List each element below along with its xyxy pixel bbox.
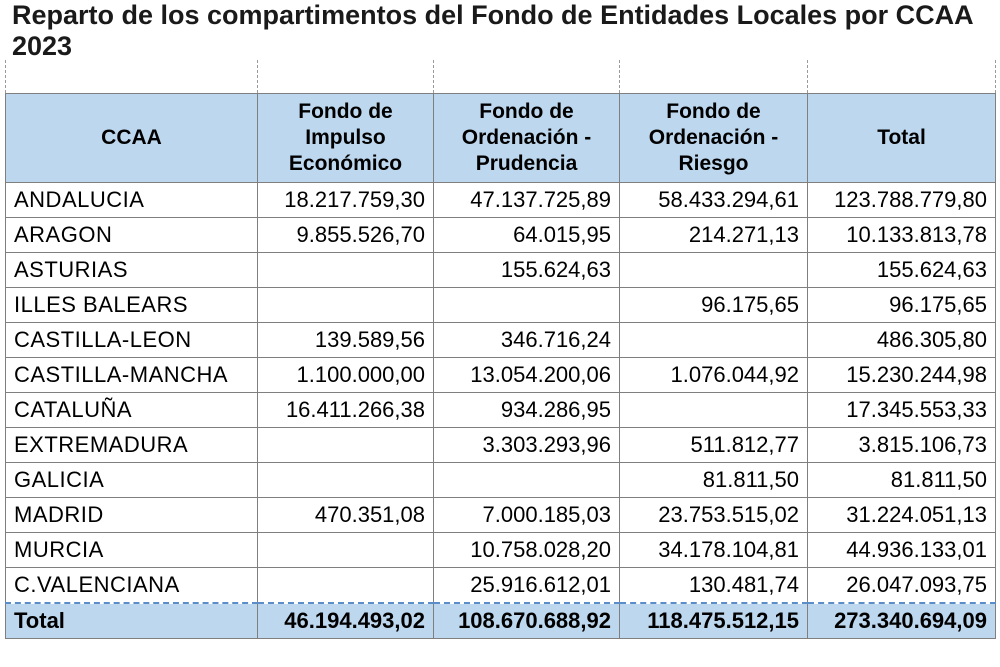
cell-ccaa: MADRID [5,497,258,533]
cell-riesgo: 81.811,50 [619,462,808,498]
total-prudencia: 108.670.688,92 [433,602,620,639]
cell-ccaa: CATALUÑA [5,392,258,428]
table-row: EXTREMADURA 3.303.293,96 511.812,77 3.815.1… [5,427,996,463]
cell-riesgo: 58.433.294,61 [619,182,808,218]
cell-riesgo: 130.481,74 [619,567,808,604]
cell-impulso [257,427,434,463]
cell-total: 3.815.106,73 [807,427,996,463]
cell-impulso [257,567,434,604]
cell-riesgo: 511.812,77 [619,427,808,463]
total-riesgo: 118.475.512,15 [619,602,808,639]
cell-riesgo [619,252,808,288]
cell-ccaa: ARAGON [5,217,258,253]
cell-prudencia: 346.716,24 [433,322,620,358]
header-row: CCAA Fondo de Impulso Económico Fondo de… [5,93,996,183]
table-row: CASTILLA-LEON 139.589,56 346.716,24 486.305… [5,322,996,358]
cell-prudencia: 10.758.028,20 [433,532,620,568]
table-row: ILLES BALEARS 96.175,65 96.175,65 [5,287,996,323]
cell-total: 10.133.813,78 [807,217,996,253]
page-title: Reparto de los compartimentos del Fondo … [12,0,973,61]
cell-ccaa: GALICIA [5,462,258,498]
cell-total: 15.230.244,98 [807,357,996,393]
cell-riesgo: 96.175,65 [619,287,808,323]
table-row: ANDALUCIA 18.217.759,30 47.137.725,89 58.43… [5,182,996,218]
cell-prudencia: 64.015,95 [433,217,620,253]
cell-ccaa: ASTURIAS [5,252,258,288]
cell-prudencia: 3.303.293,96 [433,427,620,463]
header-riesgo: Fondo de Ordenación - Riesgo [619,93,808,183]
cell-ccaa: MURCIA [5,532,258,568]
cell-prudencia [433,462,620,498]
cell-riesgo [619,322,808,358]
cell-impulso [257,287,434,323]
cell-impulso: 1.100.000,00 [257,357,434,393]
cell-riesgo: 34.178.104,81 [619,532,808,568]
cell-impulso: 18.217.759,30 [257,182,434,218]
cell-total: 17.345.553,33 [807,392,996,428]
table-row: CASTILLA-MANCHA 1.100.000,00 13.054.200,06… [5,357,996,393]
table-row: MURCIA 10.758.028,20 34.178.104,81 44.936.1… [5,532,996,568]
cell-ccaa: ILLES BALEARS [5,287,258,323]
cell-ccaa: CASTILLA-MANCHA [5,357,258,393]
header-impulso: Fondo de Impulso Económico [257,93,434,183]
data-table: CCAA Fondo de Impulso Económico Fondo de… [5,60,996,639]
cell-total: 44.936.133,01 [807,532,996,568]
header-prudencia: Fondo de Ordenación - Prudencia [433,93,620,183]
cell-ccaa: EXTREMADURA [5,427,258,463]
header-total: Total [807,93,996,183]
cell-total: 123.788.779,80 [807,182,996,218]
cell-impulso: 139.589,56 [257,322,434,358]
cell-total: 96.175,65 [807,287,996,323]
cell-prudencia: 7.000.185,03 [433,497,620,533]
cell-prudencia [433,287,620,323]
table-row: ARAGON 9.855.526,70 64.015,95 214.271,13 10.… [5,217,996,253]
cell-riesgo: 214.271,13 [619,217,808,253]
cell-impulso: 470.351,08 [257,497,434,533]
cell-total: 31.224.051,13 [807,497,996,533]
cell-total: 486.305,80 [807,322,996,358]
cell-riesgo [619,392,808,428]
cell-impulso [257,252,434,288]
cell-ccaa: CASTILLA-LEON [5,322,258,358]
cell-impulso: 16.411.266,38 [257,392,434,428]
cell-impulso: 9.855.526,70 [257,217,434,253]
cell-impulso [257,462,434,498]
table-row: CATALUÑA 16.411.266,38 934.286,95 17.345.55… [5,392,996,428]
total-label: Total [5,602,258,639]
cell-riesgo: 23.753.515,02 [619,497,808,533]
total-total: 273.340.694,09 [807,602,996,639]
totals-row: Total 46.194.493,02 108.670.688,92 118.475.… [5,602,996,639]
cell-impulso [257,532,434,568]
cell-ccaa: C.VALENCIANA [5,567,258,604]
cell-total: 26.047.093,75 [807,567,996,604]
table-row: C.VALENCIANA 25.916.612,01 130.481,74 26.04… [5,567,996,604]
cell-prudencia: 47.137.725,89 [433,182,620,218]
cell-ccaa: ANDALUCIA [5,182,258,218]
spacer-row [5,60,996,94]
table-row: MADRID 470.351,08 7.000.185,03 23.753.515,0… [5,497,996,533]
cell-prudencia: 25.916.612,01 [433,567,620,604]
cell-prudencia: 155.624,63 [433,252,620,288]
total-impulso: 46.194.493,02 [257,602,434,639]
cell-prudencia: 934.286,95 [433,392,620,428]
table-row: ASTURIAS 155.624,63 155.624,63 [5,252,996,288]
cell-riesgo: 1.076.044,92 [619,357,808,393]
cell-prudencia: 13.054.200,06 [433,357,620,393]
cell-total: 155.624,63 [807,252,996,288]
table-row: GALICIA 81.811,50 81.811,50 [5,462,996,498]
cell-total: 81.811,50 [807,462,996,498]
header-ccaa: CCAA [5,93,258,183]
